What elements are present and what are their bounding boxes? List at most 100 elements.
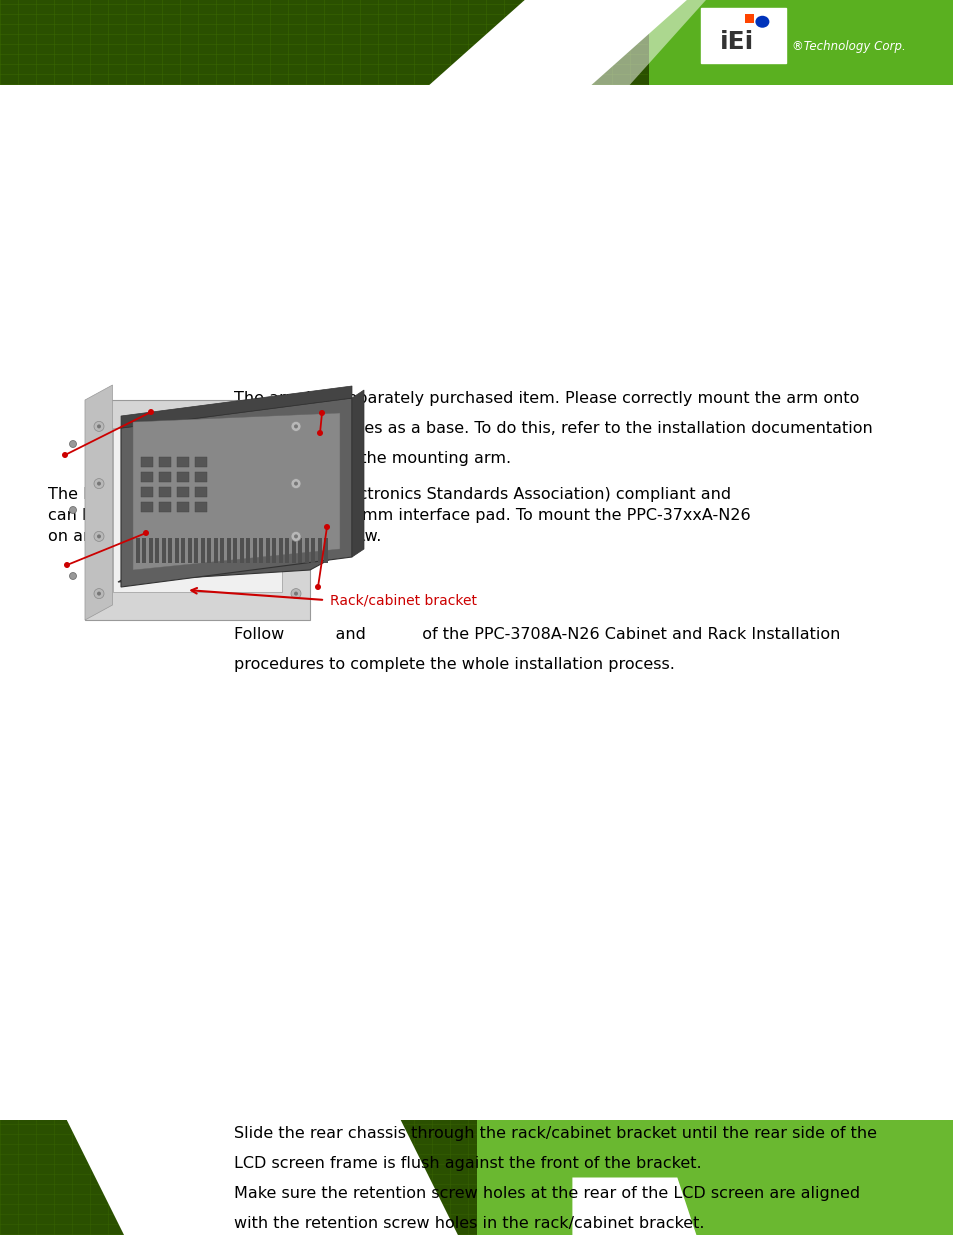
Circle shape bbox=[291, 479, 301, 489]
Bar bbox=[141, 472, 152, 482]
Bar bbox=[233, 0, 234, 85]
Bar bbox=[266, 538, 270, 563]
Text: The PPC-37xxA-N26 is VESA (Video Electronics Standards Association) compliant an: The PPC-37xxA-N26 is VESA (Video Electro… bbox=[48, 487, 750, 543]
Bar bbox=[71, 1120, 73, 1235]
Circle shape bbox=[70, 506, 76, 514]
Bar bbox=[450, 0, 451, 85]
Bar bbox=[36, 1120, 37, 1235]
Bar bbox=[612, 0, 613, 85]
Circle shape bbox=[97, 482, 101, 485]
Bar bbox=[112, 429, 282, 592]
Text: ®Technology Corp.: ®Technology Corp. bbox=[791, 41, 905, 53]
Bar bbox=[159, 501, 171, 513]
Bar bbox=[432, 1120, 433, 1235]
Bar bbox=[18, 0, 19, 85]
Circle shape bbox=[97, 425, 101, 429]
Text: Slide the rear chassis through the rack/cabinet bracket until the rear side of t: Slide the rear chassis through the rack/… bbox=[233, 1126, 876, 1235]
Polygon shape bbox=[118, 540, 365, 582]
Bar bbox=[246, 538, 251, 563]
Circle shape bbox=[291, 589, 301, 599]
Circle shape bbox=[294, 482, 297, 485]
Circle shape bbox=[94, 421, 104, 431]
Bar bbox=[270, 1120, 271, 1235]
Bar bbox=[273, 538, 276, 563]
Bar bbox=[142, 538, 147, 563]
Bar bbox=[0, 1120, 1, 1235]
Bar bbox=[252, 1120, 253, 1235]
Bar bbox=[201, 538, 205, 563]
Bar bbox=[468, 1120, 469, 1235]
Bar bbox=[648, 0, 953, 85]
Bar bbox=[159, 472, 171, 482]
Bar bbox=[324, 1120, 325, 1235]
Bar bbox=[377, 1120, 378, 1235]
Circle shape bbox=[97, 592, 101, 595]
Bar bbox=[288, 0, 289, 85]
Bar bbox=[159, 457, 171, 467]
Circle shape bbox=[291, 421, 301, 431]
Bar bbox=[188, 538, 192, 563]
Bar bbox=[177, 487, 189, 496]
Bar bbox=[468, 0, 469, 85]
Circle shape bbox=[62, 452, 68, 458]
Bar bbox=[194, 501, 207, 513]
Bar bbox=[317, 538, 322, 563]
Bar bbox=[312, 538, 315, 563]
Polygon shape bbox=[515, 0, 705, 85]
Bar bbox=[155, 538, 159, 563]
Bar bbox=[213, 538, 218, 563]
Bar bbox=[341, 0, 343, 85]
Circle shape bbox=[294, 592, 297, 595]
Bar bbox=[194, 457, 207, 467]
Polygon shape bbox=[429, 0, 686, 85]
Circle shape bbox=[294, 425, 297, 429]
Bar bbox=[136, 538, 140, 563]
Circle shape bbox=[316, 430, 323, 436]
Bar bbox=[227, 538, 231, 563]
Circle shape bbox=[324, 524, 330, 530]
Bar bbox=[324, 0, 325, 85]
Bar bbox=[126, 1120, 127, 1235]
Bar bbox=[744, 15, 754, 23]
Circle shape bbox=[294, 535, 297, 538]
Bar bbox=[177, 501, 189, 513]
Bar bbox=[90, 1120, 91, 1235]
Bar bbox=[432, 0, 433, 85]
Bar bbox=[341, 1120, 343, 1235]
Polygon shape bbox=[352, 390, 364, 557]
Bar bbox=[108, 0, 109, 85]
Bar bbox=[395, 1120, 396, 1235]
Bar bbox=[292, 538, 295, 563]
Bar bbox=[233, 1120, 234, 1235]
Text: Rack/cabinet bracket: Rack/cabinet bracket bbox=[330, 593, 476, 606]
Bar bbox=[169, 538, 172, 563]
Circle shape bbox=[70, 573, 76, 579]
Bar bbox=[278, 538, 283, 563]
Polygon shape bbox=[572, 1177, 696, 1235]
Bar bbox=[194, 487, 207, 496]
Bar bbox=[208, 538, 212, 563]
Text: Follow          and           of the PPC-3708A-N26 Cabinet and Rack Installation: Follow and of the PPC-3708A-N26 Cabinet … bbox=[233, 627, 840, 672]
Bar bbox=[90, 0, 91, 85]
Ellipse shape bbox=[755, 16, 768, 27]
Bar bbox=[503, 0, 504, 85]
Bar bbox=[144, 0, 145, 85]
Circle shape bbox=[94, 479, 104, 489]
Bar bbox=[298, 538, 302, 563]
Bar bbox=[159, 487, 171, 496]
Bar bbox=[126, 0, 127, 85]
Bar bbox=[0, 0, 953, 85]
Bar bbox=[306, 0, 307, 85]
Bar bbox=[0, 0, 648, 85]
Bar bbox=[194, 538, 198, 563]
Bar bbox=[594, 0, 595, 85]
Bar bbox=[141, 501, 152, 513]
Bar bbox=[305, 538, 309, 563]
Bar bbox=[180, 1120, 181, 1235]
Circle shape bbox=[314, 584, 320, 590]
Bar bbox=[359, 0, 360, 85]
Bar bbox=[162, 1120, 163, 1235]
Bar bbox=[198, 0, 199, 85]
Bar bbox=[521, 0, 522, 85]
Bar bbox=[270, 0, 271, 85]
